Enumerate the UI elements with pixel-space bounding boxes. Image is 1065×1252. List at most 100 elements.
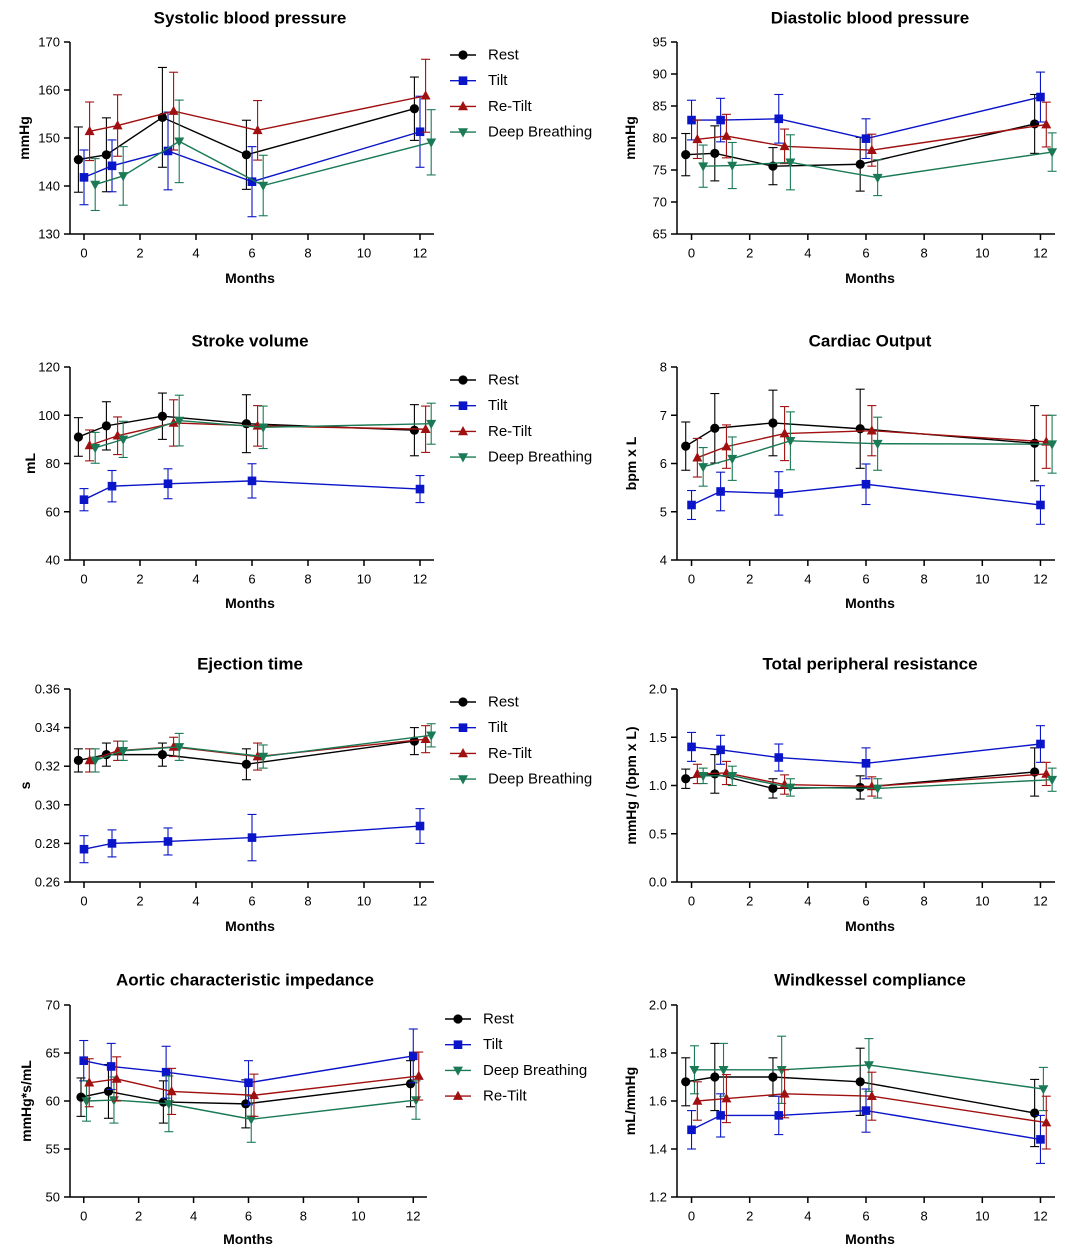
data-point-deep [118, 435, 129, 445]
data-point-tilt [247, 177, 257, 186]
data-point-retilt [721, 130, 732, 140]
data-point-deep [174, 743, 185, 753]
x-tick-label: 4 [804, 1209, 811, 1224]
data-point-retilt [420, 733, 431, 743]
data-point-rest [768, 418, 778, 428]
y-tick-label: 150 [38, 131, 60, 146]
x-tick-label: 10 [357, 572, 371, 587]
series-deep [698, 132, 1058, 197]
data-point-rest [73, 432, 83, 442]
chart-title: Windkessel compliance [774, 971, 966, 990]
legend-marker-deep [458, 128, 468, 138]
data-point-rest [1030, 1108, 1040, 1118]
x-tick-label: 0 [80, 1209, 87, 1224]
series-rest [681, 388, 1040, 482]
data-point-deep [863, 1061, 874, 1071]
chart-title: Stroke volume [191, 332, 308, 351]
data-point-tilt [1036, 92, 1045, 102]
y-tick-label: 0.30 [35, 797, 60, 812]
data-point-tilt [716, 745, 725, 755]
data-point-tilt [716, 487, 725, 496]
x-tick-label: 0 [80, 246, 87, 261]
y-tick-label: 60 [46, 504, 60, 519]
legend-marker-rest [458, 697, 468, 707]
data-point-deep [258, 752, 269, 762]
chart-plot-group: Ejection time 0.26 0.28 0.30 0.32 0.34 0.36 0 2 4… [17, 655, 592, 935]
data-point-deep [90, 756, 101, 766]
data-point-retilt [692, 452, 703, 462]
chart-title: Aortic characteristic impedance [116, 971, 374, 990]
data-point-tilt [415, 484, 425, 494]
data-point-retilt [84, 1077, 95, 1087]
legend-marker-tilt [453, 1040, 463, 1049]
chart-ejection-time: Ejection time 0.26 0.28 0.30 0.32 0.34 0.36 0 2 4… [0, 640, 592, 940]
series-tilt [79, 95, 425, 218]
data-point-deep [718, 1066, 729, 1076]
chart-total-peripheral-resistance: Total peripheral resistance 0.0 0.5 1.0 1.5 2… [532, 640, 1065, 940]
legend-marker-deep [458, 453, 468, 463]
data-point-tilt [163, 837, 173, 846]
series-retilt [84, 725, 431, 773]
data-point-deep [174, 416, 185, 426]
data-point-deep [426, 731, 437, 741]
data-point-retilt [866, 144, 877, 154]
x-tick-label: 12 [1033, 246, 1047, 261]
x-tick-label: 0 [688, 1209, 695, 1224]
data-point-deep [246, 1115, 257, 1125]
data-point-rest [710, 423, 720, 433]
series-rest [681, 1042, 1040, 1148]
x-tick-label: 0 [688, 246, 695, 261]
y-tick-label: 8 [660, 360, 667, 375]
series-rest [73, 727, 419, 781]
chart-svg: Ejection time 0.26 0.28 0.30 0.32 0.34 0.36 0 2 4… [17, 655, 592, 935]
y-tick-label: 0.32 [35, 759, 60, 774]
x-tick-label: 8 [921, 894, 928, 909]
legend-label-rest: Rest [488, 47, 520, 64]
data-point-rest [241, 759, 251, 769]
series-retilt [692, 101, 1052, 167]
data-point-tilt [687, 500, 696, 510]
data-point-deep [785, 158, 796, 168]
data-point-rest [409, 425, 419, 435]
chart-cardiac-output: Cardiac Output 4 5 6 7 8 0 2 4 6 8 10 12 Months bpm x … [532, 318, 1065, 618]
legend-marker-rest [458, 375, 468, 385]
data-point-deep [1038, 1085, 1049, 1095]
legend-marker-tilt [458, 723, 468, 732]
x-tick-label: 4 [804, 572, 811, 587]
data-point-rest [1030, 438, 1040, 448]
legend-label-deep: Deep Breathing [488, 771, 592, 788]
y-tick-label: 1.4 [649, 1142, 667, 1157]
data-point-tilt [247, 476, 257, 486]
data-point-tilt [774, 753, 784, 762]
data-point-rest [855, 424, 865, 434]
data-point-deep [258, 181, 269, 191]
data-point-rest [855, 1077, 865, 1087]
legend: Rest Tilt Re-Tilt Deep Breathing [450, 694, 592, 788]
series-tilt [79, 1028, 418, 1106]
x-axis-label: Months [223, 1231, 273, 1247]
x-axis-label: Months [845, 1231, 895, 1247]
data-point-retilt [112, 120, 123, 130]
chart-svg: Windkessel compliance 1.2 1.4 1.6 1.8 2.0 0 2 4 6… [622, 971, 1055, 1247]
legend-label-retilt: Re-Tilt [488, 98, 532, 115]
y-tick-label: 130 [38, 227, 60, 242]
data-point-retilt [779, 1088, 790, 1098]
data-point-tilt [408, 1051, 418, 1061]
chart-plot-group: Windkessel compliance 1.2 1.4 1.6 1.8 2.0 0 2 4 6… [622, 971, 1055, 1247]
series-retilt [84, 58, 431, 162]
y-axis-label: s [17, 781, 33, 789]
y-tick-label: 140 [38, 179, 60, 194]
data-point-rest [409, 104, 419, 114]
y-tick-label: 4 [660, 553, 667, 568]
series-tilt [79, 808, 425, 864]
data-point-rest [855, 159, 865, 169]
x-axis-label: Months [225, 270, 275, 286]
data-point-rest [768, 783, 778, 793]
series-retilt [692, 405, 1052, 478]
x-tick-label: 10 [975, 894, 989, 909]
x-tick-label: 8 [304, 572, 311, 587]
data-point-tilt [861, 134, 871, 143]
x-tick-label: 12 [413, 246, 427, 261]
x-tick-label: 2 [746, 246, 753, 261]
legend-marker-retilt [458, 426, 468, 436]
